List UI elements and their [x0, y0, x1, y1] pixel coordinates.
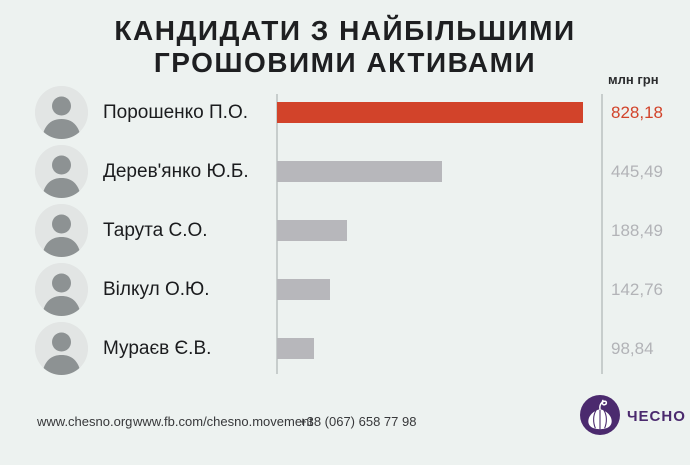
candidate-photo [35, 86, 88, 139]
bar-chart-rows: Порошенко П.О. 828,18 Дерев'янко Ю.Б. 44… [0, 83, 690, 378]
axis-line-right [601, 94, 603, 374]
candidate-value-bar [277, 338, 314, 359]
candidate-value-bar [277, 161, 442, 182]
candidate-value-bar [277, 220, 347, 241]
candidate-name: Мураєв Є.В. [103, 337, 212, 359]
footer-phone: +38 (067) 658 77 98 [299, 414, 417, 429]
candidate-value-label: 142,76 [611, 279, 663, 299]
candidate-photo [35, 204, 88, 257]
unit-label: млн грн [608, 72, 659, 87]
candidate-row: Мураєв Є.В. 98,84 [0, 319, 690, 378]
candidate-row: Порошенко П.О. 828,18 [0, 83, 690, 142]
candidate-name: Тарута С.О. [103, 219, 208, 241]
chesno-logo-text: ЧЕСНО [627, 408, 686, 425]
candidate-photo [35, 322, 88, 375]
candidate-value-label: 445,49 [611, 161, 663, 181]
candidate-value-bar [277, 279, 330, 300]
candidate-row: Дерев'янко Ю.Б. 445,49 [0, 142, 690, 201]
candidate-row: Тарута С.О. 188,49 [0, 201, 690, 260]
footer-website-link: www.chesno.org [37, 414, 133, 429]
candidate-value-label: 98,84 [611, 338, 654, 358]
candidate-name: Дерев'янко Ю.Б. [103, 160, 249, 182]
candidate-value-label: 188,49 [611, 220, 663, 240]
candidate-photo [35, 263, 88, 316]
candidate-value-bar [277, 102, 583, 123]
chesno-garlic-logo-icon [580, 395, 620, 435]
candidate-name: Вілкул О.Ю. [103, 278, 210, 300]
footer-facebook-link: www.fb.com/chesno.movement [133, 414, 313, 429]
candidate-photo [35, 145, 88, 198]
candidate-row: Вілкул О.Ю. 142,76 [0, 260, 690, 319]
chart-title-line2: ГРОШОВИМИ АКТИВАМИ [153, 46, 537, 78]
candidate-name: Порошенко П.О. [103, 101, 249, 123]
candidate-value-label: 828,18 [611, 102, 663, 122]
chart-title-line1: КАНДИДАТИ З НАЙБІЛЬШИМИ [114, 15, 576, 46]
chart-title: КАНДИДАТИ З НАЙБІЛЬШИМИ ГРОШОВИМИ АКТИВА… [0, 15, 690, 79]
